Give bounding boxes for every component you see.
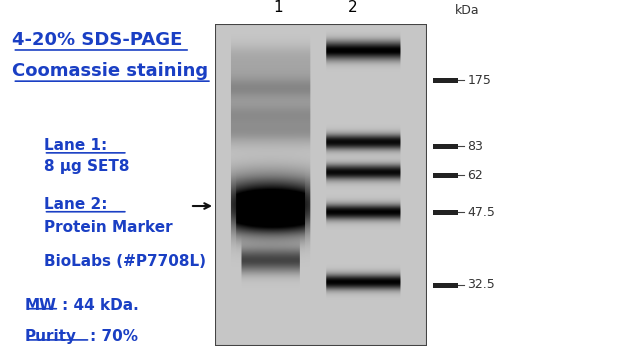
Text: 47.5: 47.5 <box>467 206 495 219</box>
Text: kDa: kDa <box>455 4 480 17</box>
Bar <box>433 210 458 215</box>
Text: Coomassie staining: Coomassie staining <box>12 62 209 80</box>
Text: 2: 2 <box>348 0 358 15</box>
Text: Lane 1:: Lane 1: <box>44 138 107 153</box>
Text: Protein Marker: Protein Marker <box>44 220 172 235</box>
Text: 62: 62 <box>467 169 483 182</box>
Text: 4-20% SDS-PAGE: 4-20% SDS-PAGE <box>12 31 183 49</box>
Text: 83: 83 <box>467 140 483 153</box>
Bar <box>433 173 458 178</box>
Text: 175: 175 <box>467 74 491 87</box>
Text: 1: 1 <box>273 0 283 15</box>
Text: Purity: Purity <box>25 329 77 344</box>
Text: MW: MW <box>25 298 57 312</box>
Bar <box>433 144 458 149</box>
Text: 8 µg SET8: 8 µg SET8 <box>44 159 129 174</box>
Text: : 70%: : 70% <box>90 329 138 344</box>
Text: Lane 2:: Lane 2: <box>44 197 107 212</box>
Bar <box>433 283 458 288</box>
Text: 32.5: 32.5 <box>467 278 495 292</box>
Text: BioLabs (#P7708L): BioLabs (#P7708L) <box>44 255 206 269</box>
Text: : 44 kDa.: : 44 kDa. <box>62 298 139 312</box>
Bar <box>433 78 458 83</box>
